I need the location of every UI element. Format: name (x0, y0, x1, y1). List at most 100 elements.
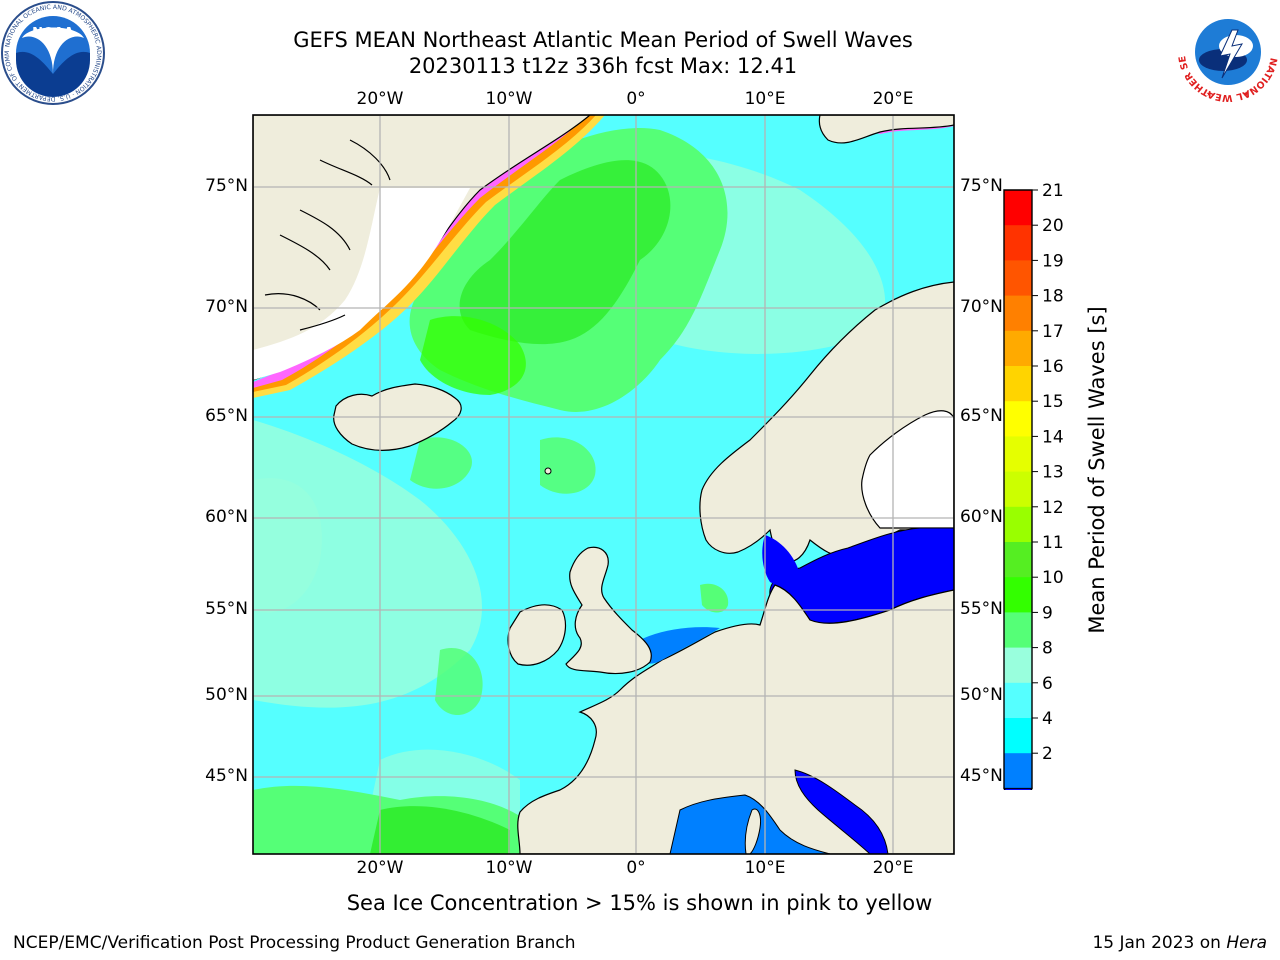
lon-label-20e-bottom: 20°E (872, 858, 914, 878)
colorbar-band (1004, 718, 1032, 754)
colorbar-band (1004, 225, 1032, 261)
swell-zone-green (420, 316, 526, 395)
adriatic-sea (794, 769, 889, 854)
swell-zone-light (253, 420, 482, 708)
lat-label-70n: 70°N (205, 297, 248, 317)
lon-label-0-bottom: 0° (626, 858, 646, 878)
noaa-badge-text: NOAA (32, 26, 74, 41)
colorbar-tick-label: 14 (1042, 427, 1064, 447)
lon-label-0-top: 0° (626, 89, 646, 109)
lat-label-55n: 55°N (205, 599, 248, 619)
colorbar-band (1004, 436, 1032, 472)
svg-text:★: ★ (1243, 90, 1249, 98)
lat-label-60n: 60°N (205, 507, 248, 527)
swell-zone-green (410, 437, 472, 489)
colorbar-tick-label: 15 (1042, 392, 1064, 412)
colorbar-tick-label: 9 (1042, 603, 1053, 623)
lat-label-60n-right: 60°N (960, 507, 1003, 527)
colorbar-tick-label: 2 (1042, 744, 1053, 764)
colorbar-tick-label: 11 (1042, 533, 1064, 553)
lat-label-45n-right: 45°N (960, 766, 1003, 786)
colorbar-tick-label: 10 (1042, 568, 1064, 588)
svg-text:★: ★ (1206, 90, 1212, 98)
lon-label-10e-top: 10°E (744, 89, 786, 109)
lat-label-55n-right: 55°N (960, 599, 1003, 619)
greenland-ice-sheet (253, 188, 470, 380)
colorbar: 21 20 19 18 17 16 15 14 13 12 11 10 9 8 6 4 2 (1003, 181, 1064, 790)
lon-label-20w-bottom: 20°W (356, 858, 404, 878)
sea-ice-yellow-edge (253, 115, 605, 398)
producer-credit: NCEP/EMC/Verification Post Processing Pr… (13, 933, 576, 953)
lat-label-70n-right: 70°N (960, 297, 1003, 317)
swell-zone-green (459, 160, 671, 345)
colorbar-ticks: 21 20 19 18 17 16 15 14 13 12 11 10 9 8 6 4 2 (1032, 181, 1064, 764)
colorbar-tick-label: 18 (1042, 287, 1064, 307)
north-sea-south (638, 627, 720, 664)
lat-label-50n-right: 50°N (960, 685, 1003, 705)
lon-label-10e-bottom: 10°E (744, 858, 786, 878)
lat-label-65n-right: 65°N (960, 406, 1003, 426)
colorbar-title: Mean Period of Swell Waves [s] (1085, 306, 1109, 634)
colorbar-bands (1003, 189, 1033, 790)
colorbar-tick-label: 21 (1042, 181, 1064, 201)
kattegat (762, 535, 800, 586)
lat-label-75n: 75°N (205, 176, 248, 196)
colorbar-band (1004, 190, 1032, 226)
corsica-sardinia (744, 808, 761, 854)
colorbar-outline (1003, 189, 1033, 790)
colorbar-band (1004, 330, 1032, 367)
colorbar-band (1004, 612, 1032, 648)
colorbar-tick-label: 17 (1042, 322, 1064, 342)
sea-ice-orange-band (253, 115, 596, 392)
lat-label-75n-right: 75°N (960, 176, 1003, 196)
colorbar-tick-label: 13 (1042, 463, 1064, 483)
nws-logo: NATIONAL WEATHER SERVICE ★ ★ (1176, 0, 1279, 103)
colorbar-band (1004, 366, 1032, 402)
colorbar-tick-label: 12 (1042, 498, 1064, 518)
colorbar-band (1004, 577, 1032, 613)
host-name: Hera (1226, 933, 1267, 953)
colorbar-band (1004, 542, 1032, 578)
lat-label-50n: 50°N (205, 685, 248, 705)
colorbar-extend-arrow (1003, 787, 1033, 790)
lon-label-10w-top: 10°W (485, 89, 533, 109)
run-date-credit: 15 Jan 2023 on Hera (1092, 933, 1267, 953)
greenland-fjord (264, 139, 391, 331)
swell-zone-green (540, 437, 596, 494)
colorbar-band (1004, 682, 1032, 719)
run-date: 15 Jan 2023 on (1092, 933, 1227, 953)
colorbar-band (1004, 506, 1032, 543)
lon-label-20w-top: 20°W (356, 89, 404, 109)
noaa-logo: NATIONAL OCEANIC AND ATMOSPHERIC ADMINIS… (0, 0, 105, 105)
colorbar-tick-label: 19 (1042, 251, 1064, 271)
faroe-islands (544, 467, 552, 475)
chart-subtitle: 20230113 t12z 336h fcst Max: 12.41 (408, 54, 798, 78)
ireland-landmass (507, 604, 567, 666)
colorbar-band (1004, 295, 1032, 332)
lat-label-45n: 45°N (205, 766, 248, 786)
colorbar-tick-label: 6 (1042, 674, 1053, 694)
gulf-of-bothnia (861, 410, 954, 529)
chart-title: GEFS MEAN Northeast Atlantic Mean Period… (293, 28, 913, 52)
colorbar-tick-label: 20 (1042, 216, 1064, 236)
colorbar-band (1004, 753, 1032, 789)
map-frame (252, 114, 955, 855)
colorbar-band (1004, 471, 1032, 508)
lon-label-20e-top: 20°E (872, 89, 914, 109)
colorbar-tick-label: 4 (1042, 709, 1053, 729)
swell-zone-green (435, 648, 483, 715)
colorbar-band (1004, 401, 1032, 437)
colorbar-tick-label: 8 (1042, 639, 1053, 659)
swell-zone-light (253, 478, 322, 613)
graticule (253, 115, 954, 854)
colorbar-tick-label: 16 (1042, 357, 1064, 377)
lon-label-10w-bottom: 10°W (485, 858, 533, 878)
svalbard-landmass (818, 115, 954, 144)
lat-label-65n: 65°N (205, 406, 248, 426)
sea-ice-note: Sea Ice Concentration > 15% is shown in … (346, 891, 933, 915)
colorbar-band (1004, 260, 1032, 296)
swell-zone-green (700, 583, 729, 613)
swell-zone-green (370, 806, 510, 854)
colorbar-band (1004, 647, 1032, 684)
